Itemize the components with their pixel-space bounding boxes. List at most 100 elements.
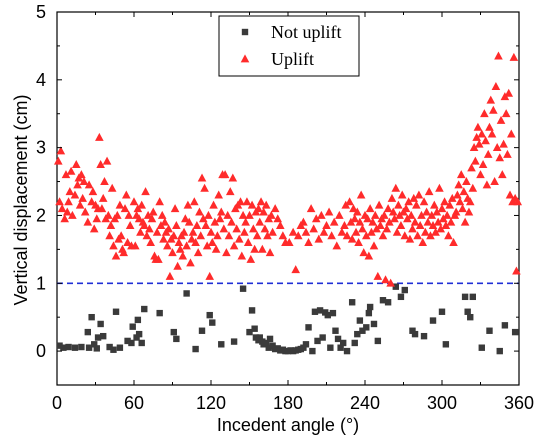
not-uplift-point bbox=[319, 334, 326, 341]
uplift-point bbox=[96, 159, 105, 168]
not-uplift-point bbox=[469, 293, 476, 301]
uplift-point bbox=[232, 224, 241, 233]
uplift-point bbox=[374, 200, 384, 209]
not-uplift-point bbox=[269, 342, 276, 349]
not-uplift-point bbox=[134, 316, 142, 324]
uplift-point bbox=[388, 207, 398, 216]
uplift-point bbox=[335, 210, 344, 219]
legend-label-uplift: Uplift bbox=[271, 49, 314, 69]
uplift-point bbox=[122, 190, 131, 199]
uplift-point bbox=[486, 95, 496, 104]
uplift-point bbox=[329, 217, 339, 226]
uplift-point bbox=[270, 204, 280, 213]
uplift-point bbox=[444, 231, 453, 240]
y-tick-label: 1 bbox=[36, 273, 46, 293]
not-uplift-point bbox=[265, 344, 272, 351]
uplift-point bbox=[75, 200, 85, 209]
uplift-point bbox=[183, 200, 193, 209]
tick-labels: 0 60 120 180 240 300 360 0 1 2 3 4 5 bbox=[36, 2, 534, 413]
uplift-point bbox=[214, 190, 223, 199]
uplift-point bbox=[219, 224, 229, 233]
uplift-point bbox=[359, 248, 369, 257]
uplift-point bbox=[70, 190, 80, 199]
not-uplift-point bbox=[329, 309, 337, 317]
not-uplift-point bbox=[351, 339, 358, 347]
uplift-point bbox=[60, 214, 69, 223]
uplift-point bbox=[354, 237, 363, 246]
uplift-point bbox=[241, 217, 250, 226]
uplift-point bbox=[186, 258, 195, 267]
uplift-point bbox=[215, 214, 225, 223]
not-uplift-point bbox=[97, 320, 104, 328]
uplift-point bbox=[462, 176, 471, 185]
uplift-point bbox=[137, 200, 146, 209]
uplift-point bbox=[499, 139, 508, 148]
not-uplift-point bbox=[366, 303, 374, 311]
uplift-point bbox=[154, 254, 163, 263]
not-uplift-point bbox=[110, 346, 117, 353]
uplift-point bbox=[472, 132, 481, 141]
uplift-point bbox=[512, 266, 521, 275]
uplift-point bbox=[491, 82, 501, 90]
uplift-point bbox=[206, 227, 216, 236]
uplift-point bbox=[349, 204, 358, 213]
uplift-point bbox=[351, 227, 361, 236]
uplift-point bbox=[200, 183, 209, 192]
uplift-point bbox=[293, 231, 303, 240]
uplift-point bbox=[311, 214, 321, 223]
uplift-point bbox=[319, 227, 329, 236]
uplift-point bbox=[169, 231, 179, 240]
uplift-point bbox=[258, 244, 267, 253]
not-uplift-point bbox=[486, 327, 493, 334]
uplift-point bbox=[89, 224, 99, 233]
uplift-point bbox=[192, 221, 202, 230]
uplift-point bbox=[432, 207, 442, 216]
uplift-point bbox=[205, 271, 215, 280]
uplift-point bbox=[207, 237, 217, 246]
uplift-point bbox=[172, 221, 181, 230]
not-uplift-point bbox=[305, 324, 312, 331]
uplift-point bbox=[504, 88, 514, 97]
uplift-point bbox=[385, 217, 394, 226]
uplift-point bbox=[87, 197, 96, 206]
uplift-point bbox=[449, 237, 458, 246]
uplift-point bbox=[390, 214, 399, 223]
legend-box bbox=[218, 15, 360, 77]
not-uplift-point bbox=[316, 307, 324, 314]
uplift-point bbox=[202, 241, 212, 250]
uplift-point bbox=[252, 231, 262, 240]
uplift-point bbox=[363, 214, 372, 223]
uplift-point bbox=[223, 210, 232, 219]
not-uplift-point bbox=[135, 330, 143, 338]
uplift-point bbox=[147, 214, 157, 223]
uplift-point bbox=[66, 166, 76, 175]
uplift-point bbox=[77, 170, 86, 179]
uplift-point bbox=[358, 224, 367, 233]
uplift-point bbox=[97, 204, 107, 213]
uplift-point bbox=[255, 217, 265, 226]
uplift-point bbox=[430, 200, 439, 209]
y-tick-label: 5 bbox=[36, 2, 46, 22]
uplift-point bbox=[71, 159, 81, 168]
not-uplift-point bbox=[464, 308, 471, 315]
uplift-point bbox=[415, 221, 425, 230]
not-uplift-point bbox=[206, 311, 213, 319]
uplift-point bbox=[195, 207, 204, 216]
uplift-point bbox=[345, 197, 354, 206]
uplift-point bbox=[225, 187, 235, 196]
uplift-point bbox=[196, 231, 206, 240]
not-uplift-point bbox=[438, 308, 446, 315]
uplift-point bbox=[238, 210, 248, 219]
uplift-point bbox=[322, 221, 331, 230]
not-uplift-point bbox=[230, 338, 238, 345]
not-uplift-point bbox=[314, 337, 321, 345]
uplift-point bbox=[119, 248, 129, 257]
uplift-point bbox=[267, 210, 276, 219]
not-uplift-point bbox=[239, 285, 247, 292]
uplift-point bbox=[124, 210, 134, 219]
uplift-point bbox=[482, 180, 492, 189]
uplift-point bbox=[129, 197, 139, 206]
not-uplift-point bbox=[251, 325, 258, 332]
uplift-point bbox=[309, 224, 318, 233]
